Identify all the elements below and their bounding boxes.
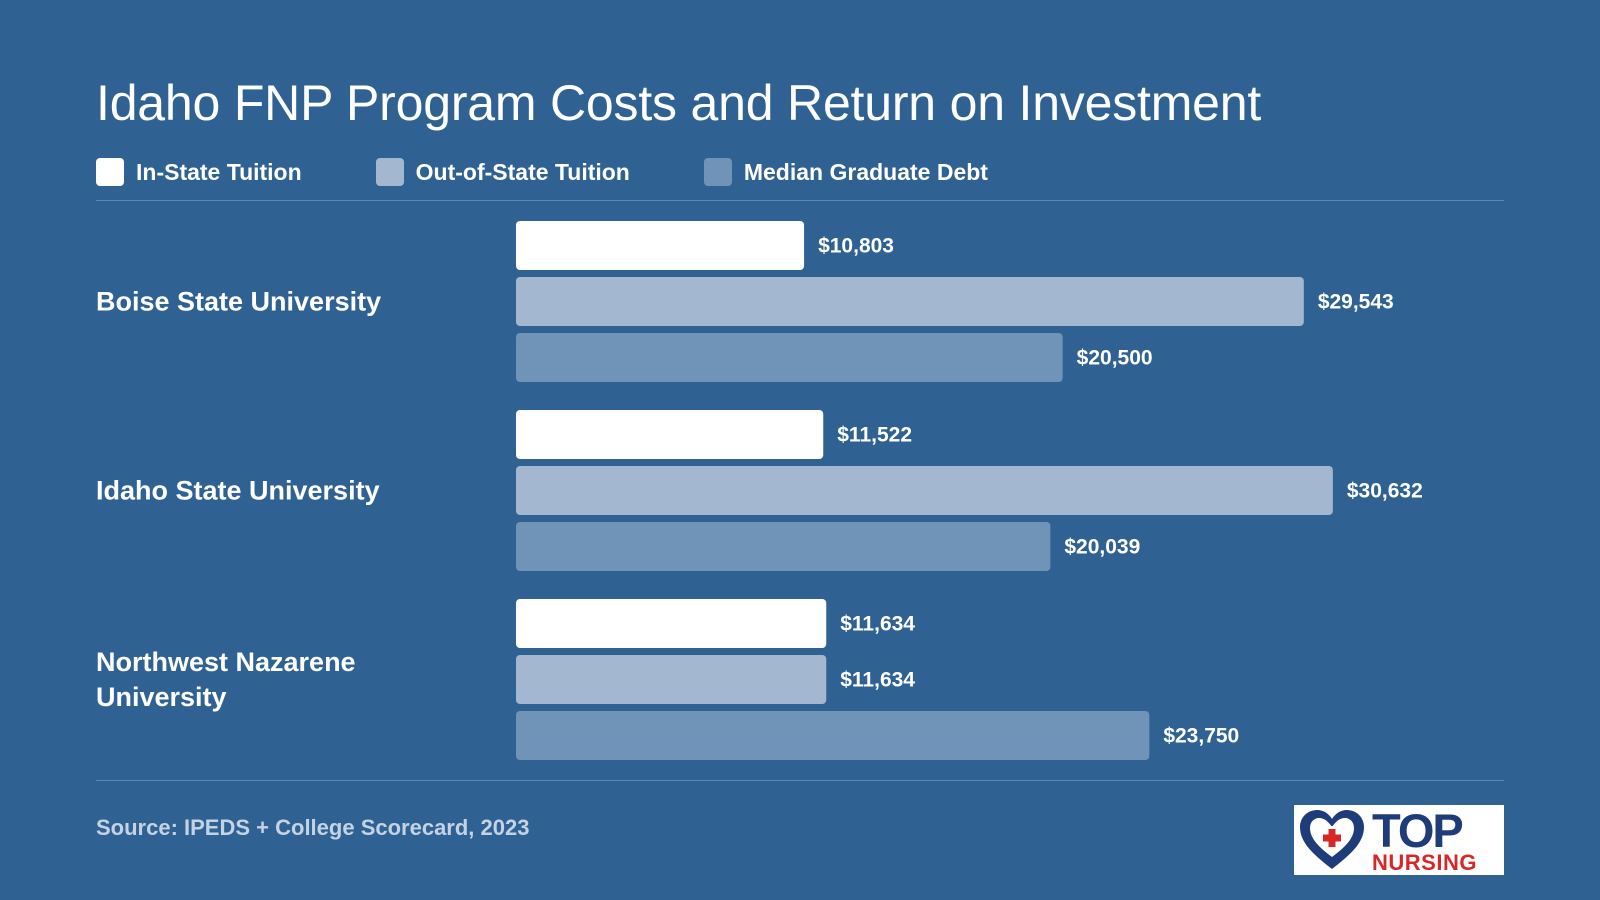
top-nursing-logo: TOP NURSING (1294, 805, 1504, 875)
bar (516, 277, 1304, 326)
chart-title: Idaho FNP Program Costs and Return on In… (96, 75, 1262, 131)
category-label: Boise State University (96, 287, 381, 317)
legend-swatch-median-debt (703, 158, 732, 186)
bar (516, 466, 1333, 515)
heart-plus-icon (1300, 810, 1364, 869)
value-label: $11,634 (840, 613, 915, 636)
legend-item-in-state: In-State Tuition (96, 158, 302, 186)
value-label: $20,039 (1064, 536, 1140, 559)
legend-item-median-debt: Median Graduate Debt (703, 158, 988, 186)
value-label: $29,543 (1318, 291, 1394, 314)
legend-swatch-in-state (96, 158, 124, 186)
category-label: Idaho State University (96, 476, 380, 506)
bar (516, 655, 827, 704)
logo-top-text: TOP (1372, 803, 1464, 857)
legend: In-State Tuition Out-of-State Tuition Me… (96, 158, 1062, 186)
bar (516, 410, 824, 459)
value-label: $23,750 (1163, 725, 1239, 748)
legend-label-out-of-state: Out-of-State Tuition (415, 158, 630, 185)
value-label: $20,500 (1077, 347, 1153, 370)
logo-nursing-text: NURSING (1372, 849, 1477, 875)
legend-swatch-out-of-state (375, 158, 404, 186)
bar (516, 711, 1150, 760)
value-label: $30,632 (1347, 480, 1423, 503)
bar (516, 333, 1063, 382)
category-label: Northwest Nazarene University (96, 647, 356, 712)
source-note: Source: IPEDS + College Scorecard, 2023 (96, 815, 530, 840)
legend-label-in-state: In-State Tuition (136, 158, 302, 185)
bar (516, 599, 827, 648)
value-label: $11,634 (840, 669, 915, 692)
value-label: $11,522 (837, 424, 912, 447)
legend-label-median-debt: Median Graduate Debt (743, 158, 988, 185)
bar (516, 522, 1051, 571)
bar (516, 221, 805, 270)
value-label: $10,803 (818, 235, 894, 258)
top-divider (96, 200, 1504, 201)
legend-item-out-of-state: Out-of-State Tuition (375, 158, 630, 186)
bottom-divider (96, 780, 1504, 781)
